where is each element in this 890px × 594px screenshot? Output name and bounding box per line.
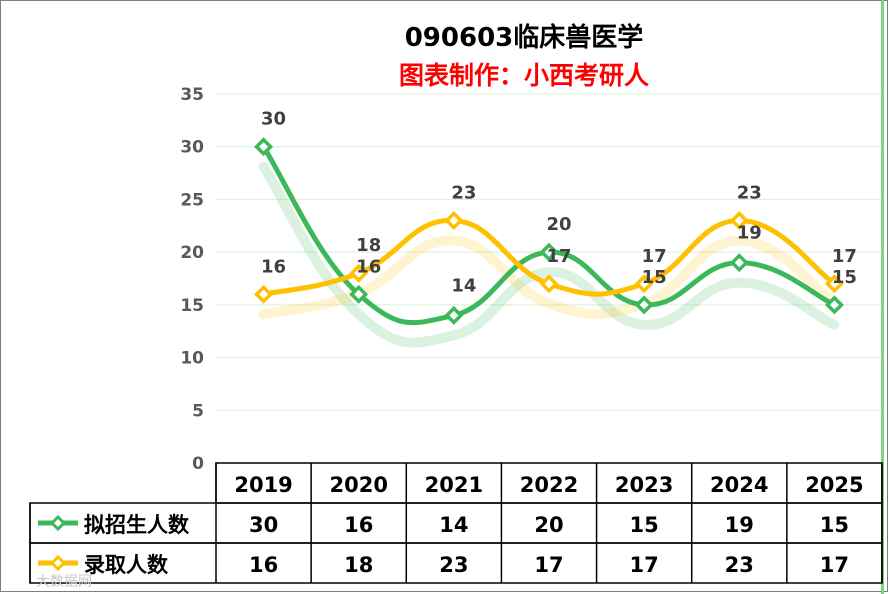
category-label: 2024	[710, 473, 768, 497]
data-label: 17	[832, 246, 857, 267]
watermark-text: 大数据网	[36, 574, 92, 590]
y-tick-label: 0	[192, 454, 204, 474]
point-marker	[539, 242, 559, 262]
series-glow-1	[258, 161, 840, 348]
y-tick-label: 25	[180, 190, 204, 210]
legend-label: 拟招生人数	[84, 513, 190, 537]
y-tick-label: 10	[180, 349, 204, 369]
point-marker	[634, 295, 654, 315]
data-label: 16	[261, 256, 286, 277]
y-axis: 0 5 10 15 20 25 30 35	[180, 85, 204, 474]
table-cell: 16	[344, 513, 373, 537]
table-cell: 14	[439, 513, 468, 537]
point-marker	[729, 211, 749, 230]
data-label: 18	[356, 235, 381, 256]
table-cell: 17	[820, 553, 849, 577]
data-label: 19	[737, 223, 762, 244]
data-label: 17	[546, 246, 571, 267]
table-cell: 23	[725, 553, 754, 577]
category-label: 2019	[234, 473, 292, 497]
point-marker	[349, 284, 369, 304]
legend-label: 录取人数	[84, 553, 169, 577]
point-marker	[824, 274, 844, 294]
data-label: 23	[737, 183, 762, 204]
data-label: 16	[356, 256, 381, 277]
y-tick-label: 5	[192, 401, 204, 421]
data-label: 20	[546, 214, 571, 235]
category-label: 2020	[329, 473, 387, 497]
legend-marker	[49, 514, 67, 532]
point-marker	[254, 137, 274, 157]
point-marker	[254, 284, 274, 304]
data-label: 14	[451, 275, 476, 296]
table-cell: 17	[630, 553, 659, 577]
y-tick-label: 30	[180, 138, 204, 158]
chart-subtitle: 图表制作：小西考研人	[399, 61, 649, 90]
table-cell: 16	[249, 553, 278, 577]
point-marker	[444, 211, 464, 230]
table-cell: 15	[630, 513, 659, 537]
data-label: 15	[832, 267, 857, 288]
legend-marker	[49, 554, 67, 572]
table-cell: 30	[249, 513, 278, 537]
category-label: 2025	[805, 473, 863, 497]
category-label: 2023	[615, 473, 673, 497]
chart-title: 090603临床兽医学	[405, 22, 644, 53]
point-marker	[824, 295, 844, 315]
category-label: 2021	[425, 473, 483, 497]
y-tick-label: 15	[180, 296, 204, 316]
right-edge-accent	[881, 0, 884, 594]
table-cell: 23	[439, 553, 468, 577]
point-marker	[444, 305, 464, 325]
data-label: 30	[261, 109, 286, 130]
table-cell: 20	[534, 513, 563, 537]
point-marker	[349, 263, 369, 283]
point-marker	[729, 253, 749, 273]
table-cell: 15	[820, 513, 849, 537]
data-label: 17	[642, 246, 667, 267]
table-cell: 18	[344, 553, 373, 577]
table-cell: 19	[725, 513, 754, 537]
point-marker	[634, 274, 654, 294]
point-marker	[539, 274, 559, 294]
table-cell: 17	[534, 553, 563, 577]
category-label: 2022	[520, 473, 578, 497]
data-label: 15	[642, 267, 667, 288]
series-lines	[254, 137, 844, 326]
y-tick-label: 20	[180, 243, 204, 263]
y-tick-label: 35	[180, 85, 204, 105]
data-label: 23	[451, 183, 476, 204]
